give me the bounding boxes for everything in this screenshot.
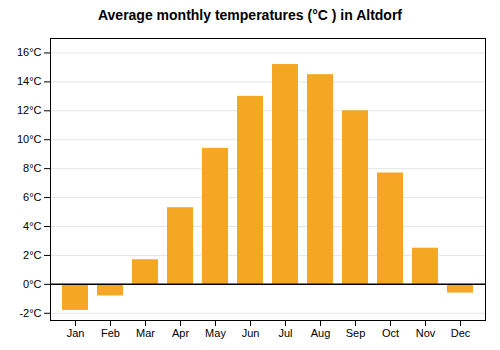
- svg-text:Apr: Apr: [172, 327, 189, 339]
- svg-text:0°C: 0°C: [23, 278, 42, 290]
- svg-text:8°C: 8°C: [23, 162, 42, 174]
- svg-text:Jun: Jun: [242, 327, 260, 339]
- svg-text:Jul: Jul: [278, 327, 292, 339]
- svg-text:16°C: 16°C: [17, 46, 42, 58]
- svg-text:12°C: 12°C: [17, 104, 42, 116]
- svg-text:14°C: 14°C: [17, 75, 42, 87]
- svg-text:May: May: [205, 327, 226, 339]
- svg-text:-2°C: -2°C: [19, 307, 41, 319]
- svg-text:Dec: Dec: [451, 327, 471, 339]
- html-text:Average monthly temperatures (: Average monthly temperatures (°C ) in Al…: [98, 7, 402, 23]
- svg-text:Feb: Feb: [101, 327, 120, 339]
- svg-text:Sep: Sep: [346, 327, 366, 339]
- svg-text:Jan: Jan: [67, 327, 85, 339]
- svg-text:Aug: Aug: [311, 327, 331, 339]
- svg-text:4°C: 4°C: [23, 220, 42, 232]
- svg-text:6°C: 6°C: [23, 191, 42, 203]
- svg-text:Oct: Oct: [382, 327, 399, 339]
- svg-text:2°C: 2°C: [23, 249, 42, 261]
- svg-text:Nov: Nov: [416, 327, 436, 339]
- svg-text:10°C: 10°C: [17, 133, 42, 145]
- svg-text:Mar: Mar: [136, 327, 155, 339]
